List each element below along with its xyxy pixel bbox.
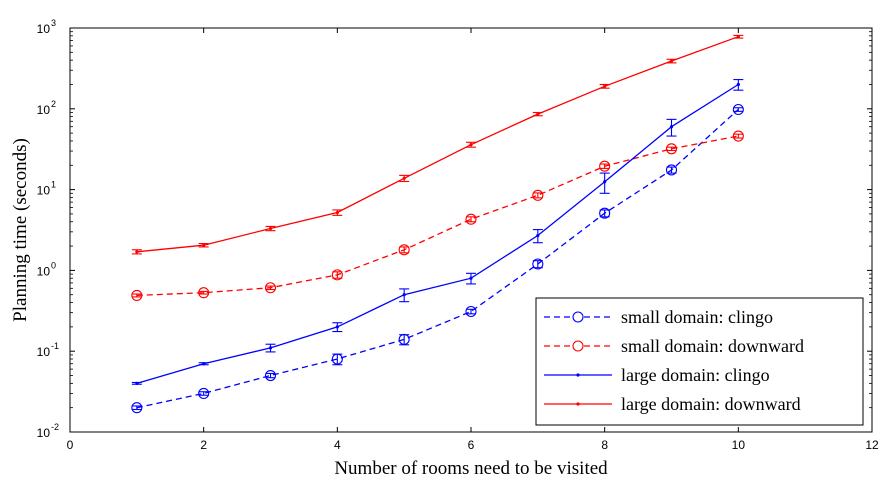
legend-entry-label: small domain: downward <box>621 336 804 356</box>
data-point-marker <box>469 276 473 280</box>
x-tick-labels: 0 2 4 6 8 10 12 <box>67 438 879 452</box>
data-point-marker <box>268 226 273 231</box>
data-point-marker <box>665 143 678 155</box>
axis-ticks <box>69 27 873 433</box>
data-point-marker <box>732 130 744 142</box>
data-point-marker <box>335 210 339 215</box>
series-layer <box>131 34 744 414</box>
series-1 <box>131 103 744 414</box>
legend-entry-label: small domain: clingo <box>621 307 773 327</box>
data-point-marker <box>536 233 540 238</box>
y-axis-title: Planning time (seconds) <box>10 138 31 322</box>
data-point-marker <box>465 213 477 225</box>
data-point-marker <box>198 287 210 299</box>
y-tick-label-base: 10 <box>37 184 51 198</box>
legend-swatch-marker <box>572 340 584 352</box>
data-point-marker <box>736 35 740 39</box>
series-line <box>136 109 739 409</box>
data-point-marker <box>669 125 674 129</box>
legend-entry-label: large domain: downward <box>621 394 801 414</box>
legend: small domain: clingo small domain: downwa… <box>535 297 864 426</box>
legend-swatch-marker <box>572 311 584 323</box>
x-tick-label: 6 <box>468 438 475 452</box>
legend-swatch-marker <box>576 402 580 406</box>
x-tick-label: 12 <box>865 438 879 452</box>
y-tick-label-base: 10 <box>37 426 51 440</box>
data-point-marker <box>469 143 473 147</box>
data-point-marker <box>202 243 206 247</box>
data-point-marker <box>268 346 273 350</box>
legend-swatch-marker <box>576 373 580 377</box>
data-point-marker <box>131 402 143 414</box>
y-tick-label-base: 10 <box>37 103 51 117</box>
y-tick-label-exponent: -2 <box>51 422 59 432</box>
data-point-marker <box>135 381 139 385</box>
data-point-marker <box>532 258 544 270</box>
series-2 <box>131 130 744 301</box>
x-tick-label: 0 <box>67 438 74 452</box>
data-point-marker <box>599 207 611 219</box>
y-tick-label-exponent: 3 <box>51 18 56 28</box>
y-tick-label-exponent: -1 <box>51 341 59 351</box>
data-point-marker <box>665 164 678 176</box>
x-tick-label: 4 <box>334 438 341 452</box>
data-point-marker <box>732 103 744 116</box>
data-point-marker <box>202 362 206 366</box>
series-3 <box>131 79 744 385</box>
legend-entry-label: large domain: clingo <box>621 365 770 385</box>
data-point-marker <box>264 369 277 382</box>
series-line <box>136 83 739 385</box>
data-point-marker <box>532 189 544 201</box>
data-point-marker <box>398 244 410 256</box>
series-4 <box>131 34 744 255</box>
data-point-marker <box>669 59 674 63</box>
data-point-marker <box>465 305 477 318</box>
data-point-marker <box>402 176 406 180</box>
y-tick-label-exponent: 1 <box>51 180 56 190</box>
data-point-marker <box>603 180 607 184</box>
data-point-marker <box>264 282 277 294</box>
y-tick-label-base: 10 <box>37 22 51 36</box>
series-line <box>136 36 739 253</box>
x-tick-label: 10 <box>732 438 746 452</box>
y-tick-label-base: 10 <box>37 345 51 359</box>
data-point-marker <box>135 250 139 254</box>
data-point-marker <box>331 269 343 281</box>
series-line <box>136 135 739 297</box>
data-point-marker <box>603 84 607 88</box>
y-tick-label-exponent: 0 <box>51 260 56 270</box>
data-point-marker <box>599 160 611 172</box>
data-point-marker <box>536 112 540 116</box>
data-point-marker <box>131 289 143 301</box>
data-point-marker <box>736 82 740 87</box>
y-tick-label-exponent: 2 <box>51 99 56 109</box>
data-point-marker <box>402 293 406 297</box>
x-tick-label: 8 <box>601 438 608 452</box>
data-point-marker <box>198 387 210 399</box>
y-tick-label-base: 10 <box>37 264 51 278</box>
data-point-marker <box>335 325 339 329</box>
data-point-marker <box>331 353 343 365</box>
data-point-marker <box>398 333 410 345</box>
x-axis-title: Number of rooms need to be visited <box>334 458 608 479</box>
x-tick-label: 2 <box>200 438 207 452</box>
